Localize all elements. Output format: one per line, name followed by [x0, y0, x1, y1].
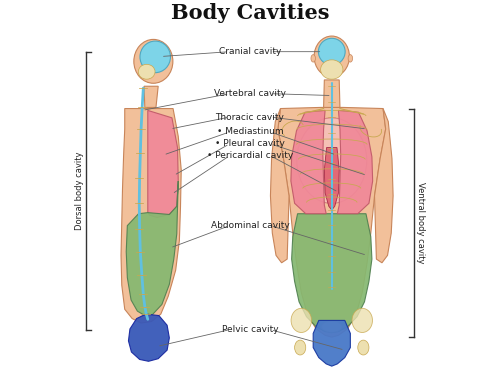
- Text: Thoracic cavity: Thoracic cavity: [216, 112, 284, 122]
- Ellipse shape: [138, 64, 155, 79]
- Polygon shape: [374, 108, 393, 263]
- Polygon shape: [128, 314, 170, 361]
- Polygon shape: [126, 181, 178, 316]
- Ellipse shape: [348, 55, 352, 62]
- Ellipse shape: [318, 38, 345, 65]
- Text: Ventral body cavity: Ventral body cavity: [416, 182, 426, 264]
- Ellipse shape: [320, 60, 343, 79]
- Polygon shape: [324, 80, 340, 107]
- Text: Dorsal body cavity: Dorsal body cavity: [74, 152, 84, 230]
- Text: • Mediastinum: • Mediastinum: [216, 128, 284, 136]
- Polygon shape: [324, 148, 339, 210]
- Text: Pelvic cavity: Pelvic cavity: [222, 325, 278, 334]
- Text: • Pericardial cavity: • Pericardial cavity: [207, 151, 293, 160]
- Text: • Pleural cavity: • Pleural cavity: [215, 140, 285, 148]
- Polygon shape: [313, 320, 350, 366]
- Polygon shape: [338, 110, 372, 214]
- Ellipse shape: [140, 41, 170, 73]
- Ellipse shape: [291, 308, 312, 333]
- Ellipse shape: [311, 55, 316, 62]
- Polygon shape: [292, 214, 372, 333]
- Polygon shape: [144, 86, 158, 107]
- Ellipse shape: [358, 340, 369, 355]
- Polygon shape: [278, 107, 386, 337]
- Text: Vertebral cavity: Vertebral cavity: [214, 89, 286, 98]
- Ellipse shape: [314, 36, 350, 77]
- Polygon shape: [270, 108, 289, 263]
- Ellipse shape: [322, 321, 342, 332]
- Ellipse shape: [297, 118, 366, 203]
- Polygon shape: [291, 110, 326, 214]
- Polygon shape: [148, 110, 178, 218]
- Text: Abdominal cavity: Abdominal cavity: [210, 221, 290, 230]
- Ellipse shape: [294, 340, 306, 355]
- Text: Cranial cavity: Cranial cavity: [219, 47, 281, 56]
- Ellipse shape: [352, 308, 372, 333]
- Text: Body Cavities: Body Cavities: [170, 3, 329, 23]
- Ellipse shape: [134, 39, 173, 83]
- Polygon shape: [121, 108, 181, 323]
